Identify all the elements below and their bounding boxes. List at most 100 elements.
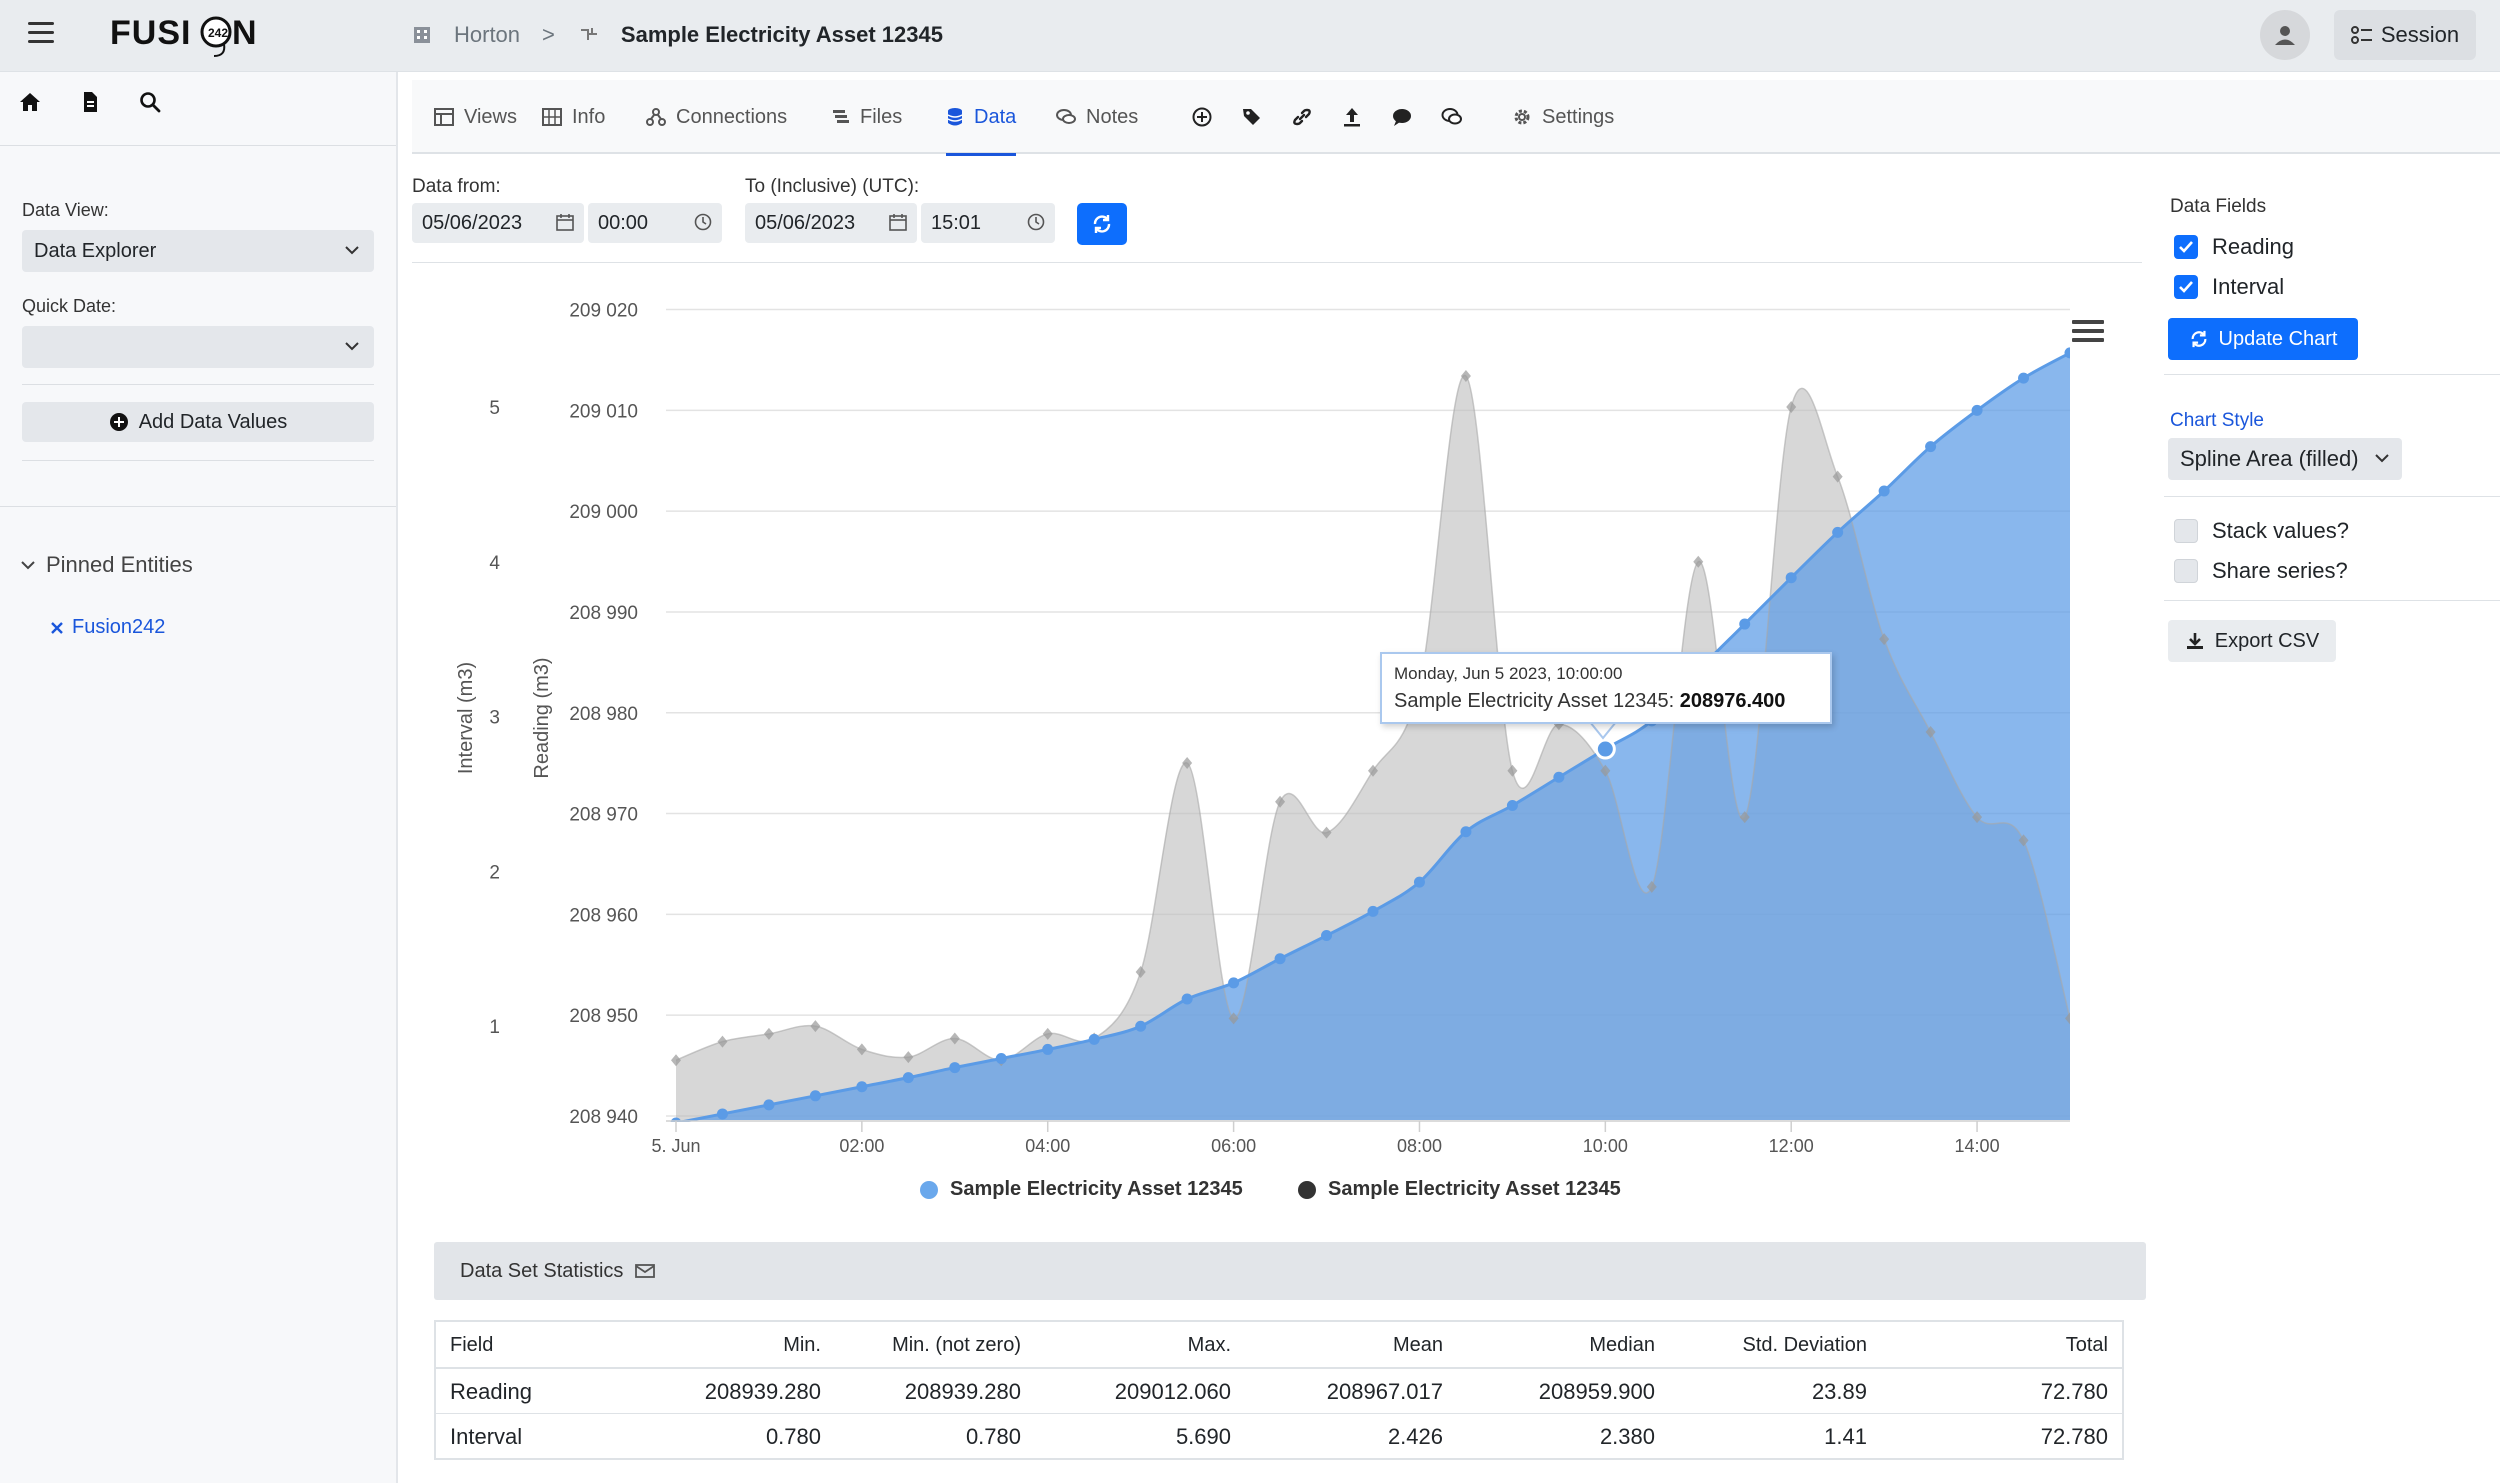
reading-point (1228, 977, 1240, 989)
data-view-select[interactable]: Data Explorer (22, 230, 374, 272)
reading-point (1321, 930, 1333, 942)
checkbox-label: Reading (2212, 234, 2294, 259)
data-chart[interactable]: 5. Jun 02:00 04:00 06:00 08:00 10:00 12:00 14:0… (412, 270, 2152, 1220)
comments-icon[interactable] (1440, 105, 1464, 129)
share-series-checkbox[interactable]: Share series? (2174, 558, 2348, 584)
column-header: Mean (1245, 1321, 1457, 1369)
tab-notes[interactable]: Notes (1056, 80, 1138, 154)
tab-connections[interactable]: Connections (646, 80, 787, 154)
divider (0, 506, 396, 507)
tab-bar: Views Info Connections Files Data Notes … (412, 80, 2500, 156)
hamburger-menu-icon[interactable] (28, 22, 54, 44)
column-header: Field (435, 1321, 595, 1369)
tags-icon[interactable] (1240, 105, 1264, 129)
date-from-input[interactable]: 05/06/2023 (412, 203, 584, 243)
add-circle-icon[interactable] (1190, 105, 1214, 129)
stats-table: Field Min. Min. (not zero) Max. Mean Med… (434, 1320, 2124, 1460)
refresh-icon (1093, 215, 1111, 233)
reading-point (902, 1072, 914, 1084)
search-icon[interactable] (138, 90, 162, 114)
pinned-entities-toggle[interactable]: Pinned Entities (20, 552, 193, 578)
calendar-icon[interactable] (889, 213, 907, 231)
y-tick-label-interval: 5 (489, 398, 500, 419)
reading-point (1925, 441, 1937, 453)
stats-title: Data Set Statistics (460, 1259, 624, 1282)
tab-data[interactable]: Data (946, 80, 1017, 156)
pinned-item-fusion242[interactable]: Fusion242 (50, 616, 165, 639)
interval-point (2018, 834, 2029, 847)
calendar-icon[interactable] (556, 213, 574, 231)
tab-info[interactable]: Info (542, 80, 605, 154)
tab-label: Connections (676, 105, 788, 128)
chart-style-label: Chart Style (2170, 410, 2264, 431)
x-tick-label: 10:00 (1583, 1136, 1628, 1156)
stack-values-checkbox[interactable]: Stack values? (2174, 518, 2349, 544)
legend-item-interval[interactable]: Sample Electricity Asset 12345 (1298, 1178, 1621, 1201)
date-to-input[interactable]: 05/06/2023 (745, 203, 917, 243)
interval-point (1739, 811, 1750, 824)
close-icon[interactable] (50, 621, 64, 635)
clock-icon[interactable] (694, 213, 712, 231)
tab-settings[interactable]: Settings (1512, 80, 1614, 154)
svg-text:FUSI: FUSI (110, 14, 191, 52)
pinned-entities-label: Pinned Entities (46, 552, 193, 577)
link-icon[interactable] (1290, 105, 1314, 129)
tab-label: Info (572, 105, 606, 128)
chart-style-value: Spline Area (filled) (2180, 446, 2359, 471)
reading-point (2064, 347, 2070, 359)
divider (2164, 496, 2500, 497)
export-csv-button[interactable]: Export CSV (2168, 620, 2336, 662)
checkbox-unchecked-icon (2174, 559, 2198, 583)
chevron-down-icon (21, 561, 35, 570)
refresh-button[interactable] (1077, 203, 1127, 245)
interval-point (810, 1020, 821, 1033)
reading-point (856, 1081, 868, 1093)
legend-marker (920, 1180, 938, 1199)
tooltip-value: 208976.400 (1679, 690, 1786, 712)
table-cell: 208959.900 (1457, 1368, 1669, 1414)
tab-files[interactable]: Files (832, 80, 902, 154)
interval-point (763, 1027, 774, 1040)
reading-point (763, 1099, 775, 1111)
legend-marker (1298, 1180, 1316, 1199)
interval-point (1925, 726, 1936, 739)
y-tick-label-reading: 208 990 (569, 603, 638, 624)
checkbox-checked-icon (2174, 235, 2198, 259)
comment-icon[interactable] (1390, 105, 1414, 129)
interval-point (1460, 370, 1471, 382)
table-cell: Reading (435, 1368, 595, 1414)
breadcrumb-parent[interactable]: Horton (454, 22, 521, 47)
checkbox-label: Interval (2212, 274, 2285, 299)
x-tick-label: 02:00 (839, 1136, 884, 1156)
clock-icon[interactable] (1027, 213, 1045, 231)
reading-point (1878, 485, 1890, 497)
data-fields-label: Data Fields (2170, 196, 2267, 217)
reading-point (1553, 771, 1565, 783)
chart-style-select[interactable]: Spline Area (filled) (2168, 438, 2402, 480)
legend-item-reading[interactable]: Sample Electricity Asset 12345 (920, 1178, 1243, 1201)
reading-checkbox[interactable]: Reading (2174, 234, 2294, 260)
document-icon[interactable] (78, 90, 102, 114)
reading-point (1088, 1033, 1100, 1045)
reading-point (1785, 572, 1797, 584)
add-data-values-button[interactable]: Add Data Values (22, 402, 374, 442)
quick-date-select[interactable] (22, 326, 374, 368)
interval-point (2065, 1012, 2070, 1025)
interval-checkbox[interactable]: Interval (2174, 274, 2284, 300)
upload-icon[interactable] (1340, 105, 1364, 129)
chart-menu-icon[interactable] (2072, 320, 2104, 346)
y-tick-label-reading: 208 950 (569, 1006, 638, 1027)
app-logo[interactable]: FUSI 242 N (108, 10, 266, 60)
table-cell: 72.780 (1881, 1368, 2123, 1414)
checkbox-checked-icon (2174, 275, 2198, 299)
time-to-input[interactable]: 15:01 (921, 203, 1055, 243)
envelope-icon[interactable] (635, 1263, 656, 1279)
update-chart-button[interactable]: Update Chart (2168, 318, 2358, 360)
network-icon (646, 108, 666, 126)
column-header: Std. Deviation (1669, 1321, 1881, 1369)
user-avatar-button[interactable] (2260, 10, 2310, 60)
session-button[interactable]: Session (2334, 10, 2476, 60)
tab-views[interactable]: Views (434, 80, 517, 154)
time-from-input[interactable]: 00:00 (588, 203, 722, 243)
home-icon[interactable] (18, 90, 42, 114)
